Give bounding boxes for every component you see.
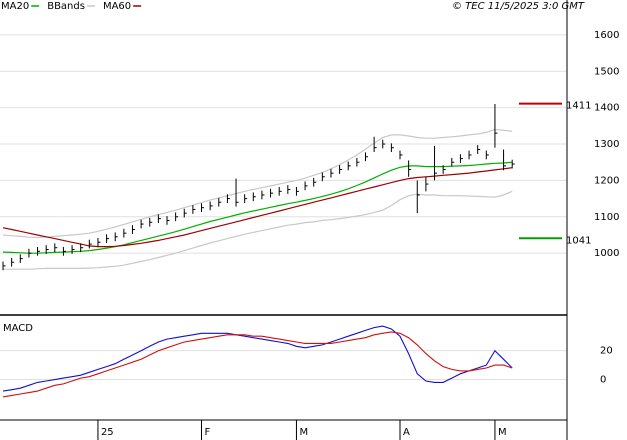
macd-line (2, 331, 513, 398)
macd-line (2, 325, 513, 392)
indicator-line (2, 128, 513, 239)
x-tick-label: A (403, 427, 410, 438)
indicator-line (2, 167, 513, 248)
x-tick-label: F (205, 427, 211, 438)
y-tick-label: 20 (600, 346, 613, 357)
y-tick-label: 1500 (594, 66, 619, 77)
y-tick-label: 1400 (594, 103, 619, 114)
y-tick-label: 1000 (594, 248, 619, 259)
y-tick-label: 0 (600, 375, 606, 386)
y-tick-label: 1600 (594, 30, 619, 41)
y-tick-label: 1100 (594, 212, 619, 223)
x-tick-label: 25 (101, 427, 114, 438)
legend-label: MA60 (103, 1, 131, 12)
y-tick-label: 1300 (594, 139, 619, 150)
y-tick-label: 1200 (594, 175, 619, 186)
legend-label: BBands (47, 1, 85, 12)
x-tick-label: M (498, 427, 507, 438)
indicator-line (3, 190, 513, 270)
level-label: 1041 (566, 235, 591, 246)
macd-title: MACD (3, 323, 33, 334)
indicator-line (2, 161, 513, 254)
credit: © TEC 11/5/2025 3:0 GMT (452, 1, 585, 12)
x-tick-label: M (299, 427, 308, 438)
level-label: 1411 (566, 101, 591, 112)
legend-label: MA20 (1, 1, 29, 12)
